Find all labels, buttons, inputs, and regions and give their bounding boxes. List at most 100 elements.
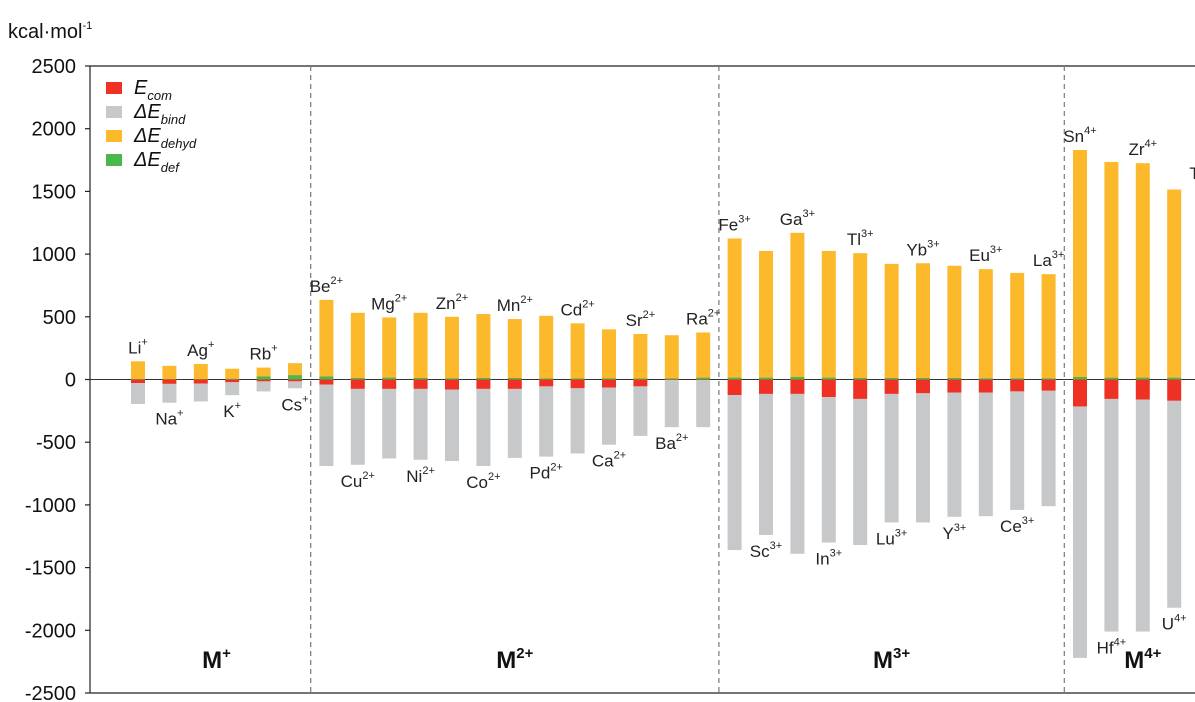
ion-label: Li+ xyxy=(128,336,148,357)
ion-label: Sn4+ xyxy=(1063,125,1096,146)
bar-yb xyxy=(916,263,930,523)
bar-com-segment xyxy=(350,379,365,389)
bar-com-segment xyxy=(319,379,334,385)
y-tick-label: 0 xyxy=(65,370,76,392)
bar-fe xyxy=(727,238,742,551)
bar-def-segment xyxy=(539,378,554,380)
ion-label: K+ xyxy=(223,400,241,421)
y-unit-label: kcal·mol-1 xyxy=(8,20,92,43)
bar-def-segment xyxy=(821,377,836,380)
bar-dehyd-segment xyxy=(539,315,554,379)
bar-def-segment xyxy=(602,378,616,380)
ion-label: U4+ xyxy=(1162,613,1187,634)
bar-bind-segment xyxy=(821,397,836,543)
bar-dehyd-segment xyxy=(319,299,334,377)
bar-bind-segment xyxy=(193,383,208,402)
bar-li xyxy=(131,361,145,404)
bar-dehyd-segment xyxy=(1167,189,1182,378)
ion-label: Zr4+ xyxy=(1129,138,1158,159)
bar-def-segment xyxy=(664,378,679,380)
bar-dehyd-segment xyxy=(1041,274,1056,379)
ion-label: In3+ xyxy=(815,548,842,569)
bar-u xyxy=(1167,189,1182,608)
bar-ag xyxy=(193,363,208,402)
bar-com-segment xyxy=(1041,379,1056,391)
bar-sr xyxy=(633,333,648,436)
bar-com-segment xyxy=(727,379,742,396)
bar-bind-segment xyxy=(131,383,145,404)
bar-com-segment xyxy=(1167,379,1182,401)
bar-ba xyxy=(664,335,679,428)
bar-dehyd-segment xyxy=(947,265,962,378)
y-tick-label: -2500 xyxy=(25,683,76,702)
bar-hf xyxy=(1104,161,1119,632)
group-label: M4+ xyxy=(1124,645,1161,674)
axes: 2500 2000 1500 1000 500 0 -500 -1000 -1500 -2000 -… xyxy=(25,56,1195,702)
bar-def-segment xyxy=(382,377,397,380)
bar-bind-segment xyxy=(507,388,522,458)
bar-bind-segment xyxy=(1041,390,1056,507)
group-labels: M+ M2+ M3+ M4+ xyxy=(202,645,1161,674)
ion-label: Th4+ xyxy=(1189,162,1195,183)
bar-bind-segment xyxy=(602,387,616,445)
group-separators xyxy=(310,66,1065,693)
bar-zn xyxy=(445,316,459,462)
bar-zr xyxy=(1135,163,1150,632)
ion-label: Cu2+ xyxy=(341,470,375,491)
bar-ni xyxy=(413,312,428,460)
group-label: M3+ xyxy=(873,645,910,674)
bar-def-segment xyxy=(947,377,962,380)
bar-com-segment xyxy=(1135,379,1150,400)
legend-label: ΔEdef xyxy=(133,149,180,175)
legend-label: ΔEdehyd xyxy=(133,125,197,151)
bar-def-segment xyxy=(256,376,271,380)
bar-bind-segment xyxy=(413,388,428,460)
bar-def-segment xyxy=(633,378,648,380)
ion-label: Zn2+ xyxy=(436,292,468,313)
bar-mn xyxy=(507,319,522,458)
bar-dehyd-segment xyxy=(476,314,491,378)
bar-cs xyxy=(288,363,302,389)
bar-tl xyxy=(853,253,868,546)
ion-label: Ra2+ xyxy=(686,307,720,328)
ion-label: Na+ xyxy=(155,408,183,429)
bar-def-segment xyxy=(790,376,805,380)
bar-pd xyxy=(539,315,554,457)
bar-def-segment xyxy=(350,377,365,380)
bar-def-segment xyxy=(319,376,334,380)
bar-ca xyxy=(602,329,616,445)
bar-com-segment xyxy=(1104,379,1119,399)
bar-com-segment xyxy=(507,379,522,389)
bar-dehyd-segment xyxy=(727,238,742,378)
bar-dehyd-segment xyxy=(916,263,930,378)
bar-com-segment xyxy=(664,379,679,381)
bar-cd xyxy=(570,323,585,454)
ion-label: Ga3+ xyxy=(780,208,815,229)
bar-bind-segment xyxy=(476,388,491,467)
y-tick-label: 2000 xyxy=(32,119,77,141)
bar-dehyd-segment xyxy=(225,368,240,379)
ion-label: Y3+ xyxy=(942,522,966,543)
ion-label: Sc3+ xyxy=(750,540,782,561)
bar-k xyxy=(225,368,240,396)
bar-def-segment xyxy=(759,377,773,380)
bar-dehyd-segment xyxy=(1073,150,1087,377)
bar-bind-segment xyxy=(947,392,962,517)
bar-com-segment xyxy=(821,379,836,398)
ion-label: Hf4+ xyxy=(1097,637,1127,658)
bar-dehyd-segment xyxy=(193,363,208,379)
bar-def-segment xyxy=(1167,377,1182,380)
ion-label: Tl3+ xyxy=(847,228,874,249)
ion-label: Pd2+ xyxy=(530,462,563,483)
bar-bind-segment xyxy=(382,388,397,459)
bar-dehyd-segment xyxy=(884,263,899,378)
bar-dehyd-segment xyxy=(288,363,302,376)
bar-dehyd-segment xyxy=(350,312,365,378)
y-tick-label: -1000 xyxy=(25,495,76,517)
bar-com-segment xyxy=(916,379,930,394)
bar-bind-segment xyxy=(256,381,271,392)
bar-bind-segment xyxy=(288,381,302,389)
ion-label: Mg2+ xyxy=(371,292,407,313)
bar-dehyd-segment xyxy=(1010,272,1025,379)
bar-def-segment xyxy=(288,375,302,380)
